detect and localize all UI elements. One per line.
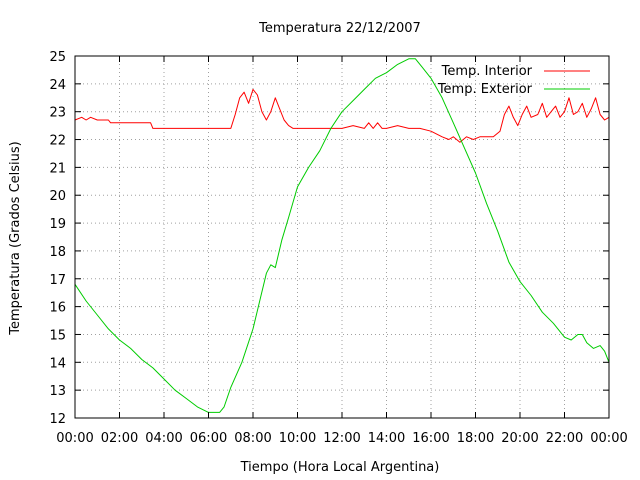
legend-label-exterior: Temp. Exterior	[437, 82, 533, 97]
x-tick-label: 20:00	[501, 431, 538, 446]
y-tick-label: 18	[49, 245, 66, 260]
x-tick-label: 02:00	[101, 431, 138, 446]
x-axis-label: Tiempo (Hora Local Argentina)	[240, 460, 440, 475]
y-tick-label: 20	[49, 189, 66, 204]
x-tick-label: 22:00	[546, 431, 583, 446]
y-tick-label: 16	[49, 301, 66, 316]
y-tick-label: 23	[49, 106, 66, 121]
x-tick-label: 18:00	[457, 431, 494, 446]
x-tick-label: 10:00	[279, 431, 316, 446]
x-tick-label: 16:00	[412, 431, 449, 446]
y-axis-label: Temperatura (Grados Celsius)	[8, 141, 23, 335]
x-tick-label: 08:00	[234, 431, 271, 446]
y-tick-label: 15	[49, 328, 66, 343]
ticks: 00:00 02:00 04:00 06:00 08:00 10:00 12:00 14:00…	[49, 50, 627, 446]
series-line-interior	[74, 88, 610, 143]
y-tick-label: 21	[49, 161, 66, 176]
y-tick-label: 22	[49, 134, 66, 149]
x-tick-label: 12:00	[323, 431, 360, 446]
x-tick-label: 14:00	[368, 431, 405, 446]
x-tick-label: 00:00	[590, 431, 627, 446]
y-tick-label: 13	[49, 384, 66, 399]
legend-label-interior: Temp. Interior	[441, 64, 533, 79]
y-tick-label: 24	[49, 78, 66, 93]
y-tick-label: 17	[49, 273, 66, 288]
x-tick-label: 04:00	[145, 431, 182, 446]
x-tick-label: 06:00	[190, 431, 227, 446]
y-tick-label: 25	[49, 50, 66, 65]
y-tick-label: 12	[49, 412, 66, 427]
legend: Temp. Interior Temp. Exterior	[437, 64, 590, 97]
x-tick-label: 00:00	[56, 431, 93, 446]
grid	[75, 56, 609, 418]
y-tick-label: 19	[49, 217, 66, 232]
chart-title: Temperatura 22/12/2007	[258, 21, 421, 36]
series-line-exterior	[74, 58, 610, 413]
y-tick-label: 14	[49, 356, 66, 371]
series-group	[74, 58, 610, 413]
